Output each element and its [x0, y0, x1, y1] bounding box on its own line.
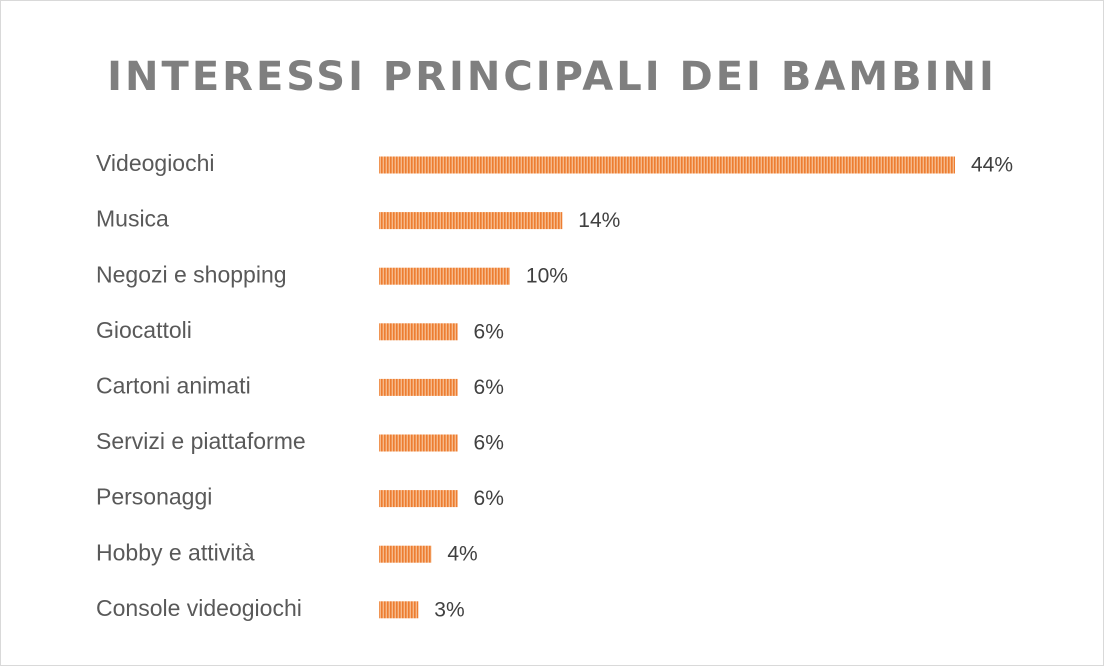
- category-label: Cartoni animati: [96, 372, 251, 398]
- bar: [379, 323, 458, 341]
- category-label: Musica: [96, 206, 169, 232]
- data-label: 44%: [971, 154, 1013, 177]
- bar: [379, 490, 458, 508]
- data-label: 6%: [474, 376, 504, 399]
- category-label: Videogiochi: [96, 150, 215, 176]
- data-label: 14%: [578, 209, 620, 232]
- category-label: Console videogiochi: [96, 595, 302, 621]
- data-label: 6%: [474, 432, 504, 455]
- bars-group: Videogiochi 44% Musica 14% Negozi e shopping…: [96, 150, 1013, 621]
- category-label: Personaggi: [96, 484, 212, 510]
- data-label: 3%: [434, 598, 464, 621]
- category-label: Servizi e piattaforme: [96, 428, 306, 454]
- data-label: 6%: [474, 487, 504, 510]
- bar: [379, 267, 510, 285]
- data-label: 6%: [474, 320, 504, 343]
- bar: [379, 545, 432, 563]
- bar: [379, 601, 419, 619]
- category-label: Giocattoli: [96, 317, 192, 343]
- data-label: 4%: [447, 543, 477, 566]
- data-label: 10%: [526, 265, 568, 288]
- bar: [379, 378, 458, 396]
- bar: [379, 212, 563, 230]
- bar: [379, 434, 458, 452]
- bar: [379, 156, 955, 174]
- chart-title: INTERESSI PRINCIPALI DEI BAMBINI: [107, 54, 997, 100]
- category-label: Negozi e shopping: [96, 261, 287, 287]
- category-label: Hobby e attività: [96, 539, 255, 565]
